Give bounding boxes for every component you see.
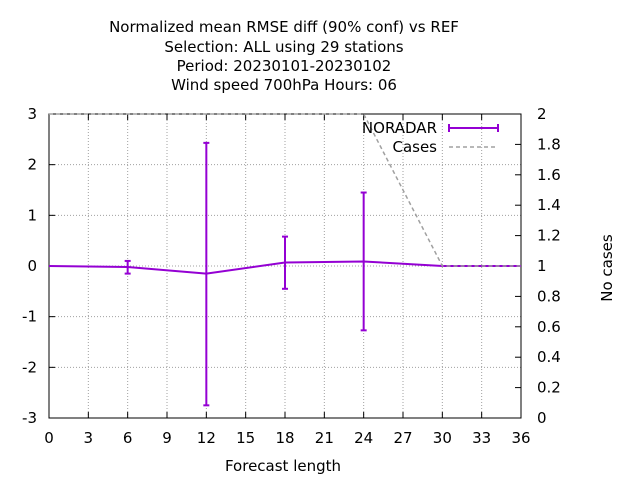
series-layer bbox=[48, 113, 521, 407]
x-tick-label: 27 bbox=[393, 429, 412, 447]
y-tick-label: 1 bbox=[27, 206, 37, 224]
x-tick-label: 18 bbox=[275, 429, 294, 447]
y2-tick-label: 2 bbox=[537, 105, 547, 123]
x-tick-label: 21 bbox=[315, 429, 334, 447]
x-axis-label: Forecast length bbox=[225, 457, 341, 475]
y2-tick-label: 0.8 bbox=[537, 287, 561, 305]
title-line-2: Selection: ALL using 29 stations bbox=[164, 38, 403, 56]
y-tick-label: -1 bbox=[22, 308, 37, 326]
series-line-1 bbox=[49, 113, 521, 267]
x-tick-label: 30 bbox=[433, 429, 452, 447]
y2-tick-label: 1.8 bbox=[537, 135, 561, 153]
y2-tick-label: 0 bbox=[537, 409, 547, 427]
chart-title: Normalized mean RMSE diff (90% conf) vs … bbox=[109, 18, 459, 94]
x-tick-label: 15 bbox=[236, 429, 255, 447]
y2-tick-label: 1 bbox=[537, 257, 547, 275]
y-tick-label: -3 bbox=[22, 409, 37, 427]
y-tick-label: 3 bbox=[27, 105, 37, 123]
y2-tick-label: 0.6 bbox=[537, 318, 561, 336]
x-tick-label: 6 bbox=[123, 429, 133, 447]
y-tick-label: 0 bbox=[27, 257, 37, 275]
title-line-1: Normalized mean RMSE diff (90% conf) vs … bbox=[109, 18, 459, 36]
x-tick-label: 3 bbox=[84, 429, 94, 447]
y2-tick-label: 0.2 bbox=[537, 379, 561, 397]
title-line-3: Period: 20230101-20230102 bbox=[177, 57, 392, 75]
y-tick-label: -2 bbox=[22, 358, 37, 376]
y2-tick-label: 1.6 bbox=[537, 166, 561, 184]
x-axis: 0 3 6 9 12 15 18 21 24 27 30 33 36 bbox=[44, 114, 531, 447]
x-tick-label: 0 bbox=[44, 429, 54, 447]
title-line-4: Wind speed 700hPa Hours: 06 bbox=[171, 76, 397, 94]
x-tick-label: 24 bbox=[354, 429, 373, 447]
legend-label-0: NORADAR bbox=[362, 119, 437, 137]
y-axis-right: 0 0.2 0.4 0.6 0.8 1 1.2 1.4 1.6 1.8 2 bbox=[515, 105, 561, 427]
y2-tick-label: 1.2 bbox=[537, 227, 561, 245]
y2-axis-label: No cases bbox=[598, 234, 616, 302]
x-tick-label: 36 bbox=[511, 429, 530, 447]
x-tick-label: 9 bbox=[162, 429, 172, 447]
y2-tick-label: 1.4 bbox=[537, 196, 561, 214]
x-tick-label: 12 bbox=[197, 429, 216, 447]
x-tick-label: 33 bbox=[472, 429, 491, 447]
y2-tick-label: 0.4 bbox=[537, 348, 561, 366]
y-tick-label: 2 bbox=[27, 156, 37, 174]
legend-label-1: Cases bbox=[392, 138, 437, 156]
